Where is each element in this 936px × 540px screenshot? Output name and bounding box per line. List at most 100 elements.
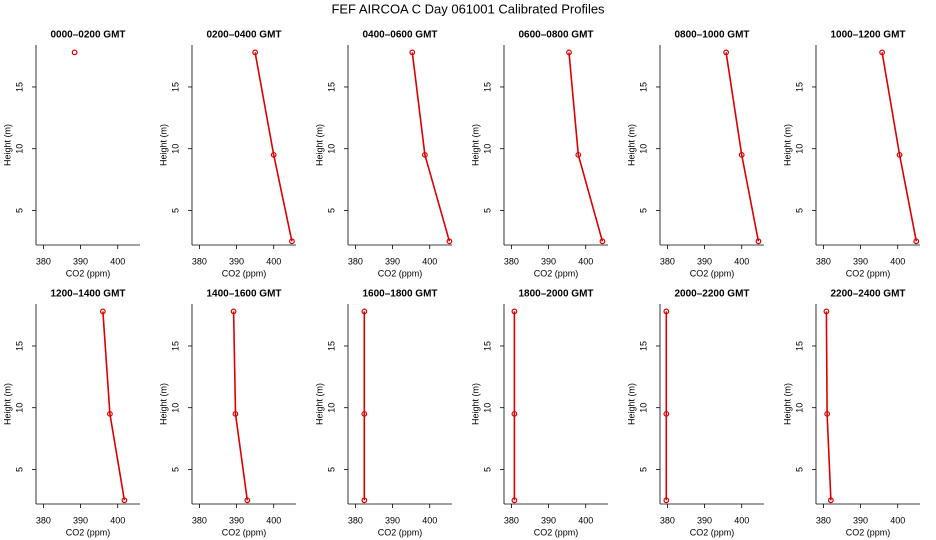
point — [599, 238, 606, 245]
y-tick-label: 15 — [170, 341, 180, 351]
point — [232, 410, 239, 417]
y-tick-label: 10 — [638, 144, 648, 154]
y-tick-label: 15 — [170, 82, 180, 92]
point — [361, 410, 368, 417]
point — [244, 497, 251, 504]
x-axis-label: CO2 (ppm) — [846, 527, 891, 537]
x-tick-label: 380 — [36, 515, 51, 525]
x-tick-label: 390 — [853, 256, 868, 266]
profile-line — [254, 52, 293, 242]
x-tick-label: 400 — [110, 515, 125, 525]
x-tick-label: 400 — [734, 256, 749, 266]
y-axis-label: Height (m) — [2, 124, 12, 166]
x-tick-label: 400 — [422, 515, 437, 525]
profile-line — [102, 311, 126, 501]
y-tick-label: 5 — [794, 208, 804, 213]
x-axis-label: CO2 (ppm) — [534, 527, 579, 537]
y-tick-label: 10 — [14, 144, 24, 154]
point — [723, 49, 730, 56]
x-axis-label: CO2 (ppm) — [222, 527, 267, 537]
y-tick-label: 10 — [794, 144, 804, 154]
point — [827, 497, 834, 504]
point — [879, 49, 886, 56]
y-tick-label: 15 — [794, 82, 804, 92]
y-tick-label: 5 — [170, 208, 180, 213]
x-axis-label: CO2 (ppm) — [66, 268, 111, 278]
y-tick-label: 10 — [14, 403, 24, 413]
y-tick-label: 5 — [170, 467, 180, 472]
y-tick-label: 10 — [326, 144, 336, 154]
y-tick-label: 15 — [638, 341, 648, 351]
y-tick-label: 10 — [482, 403, 492, 413]
profile-line — [881, 52, 918, 242]
panel-title: 1200–1400 GMT — [50, 289, 125, 300]
y-axis-label: Height (m) — [626, 383, 636, 425]
y-tick-label: 10 — [326, 403, 336, 413]
point — [99, 308, 106, 315]
y-tick-label: 15 — [326, 82, 336, 92]
y-tick-label: 5 — [638, 467, 648, 472]
point — [230, 308, 237, 315]
x-tick-label: 400 — [422, 256, 437, 266]
y-axis-label: Height (m) — [782, 383, 792, 425]
point — [824, 410, 831, 417]
profile-line — [232, 311, 249, 501]
point — [446, 238, 453, 245]
x-tick-label: 390 — [697, 515, 712, 525]
y-tick-label: 5 — [326, 208, 336, 213]
x-tick-label: 380 — [504, 256, 519, 266]
point — [823, 308, 830, 315]
point — [361, 497, 368, 504]
point — [896, 151, 903, 158]
x-tick-label: 390 — [385, 515, 400, 525]
y-tick-label: 15 — [14, 341, 24, 351]
y-tick-label: 15 — [14, 82, 24, 92]
profile-line — [725, 52, 760, 242]
y-axis-label: Height (m) — [626, 124, 636, 166]
y-tick-label: 10 — [638, 403, 648, 413]
x-axis-label: CO2 (ppm) — [378, 527, 423, 537]
panel-title: 0200–0400 GMT — [206, 30, 281, 41]
x-tick-label: 380 — [816, 515, 831, 525]
y-axis-label: Height (m) — [314, 383, 324, 425]
point — [107, 410, 113, 417]
x-tick-label: 380 — [36, 256, 51, 266]
y-tick-label: 5 — [326, 467, 336, 472]
x-tick-label: 380 — [192, 256, 207, 266]
profile-line — [411, 52, 451, 242]
y-tick-label: 15 — [326, 341, 336, 351]
point — [511, 497, 518, 504]
point — [409, 49, 416, 56]
point — [511, 308, 518, 315]
x-tick-label: 380 — [348, 515, 363, 525]
profile-line — [825, 311, 832, 501]
y-tick-label: 5 — [14, 208, 24, 213]
x-tick-label: 400 — [266, 256, 281, 266]
x-tick-label: 390 — [541, 256, 556, 266]
point — [755, 238, 762, 245]
y-axis-label: Height (m) — [470, 383, 480, 425]
point — [252, 49, 259, 56]
x-tick-label: 390 — [697, 256, 712, 266]
point — [738, 151, 745, 158]
point — [575, 151, 582, 158]
y-tick-label: 10 — [170, 144, 180, 154]
x-tick-label: 400 — [578, 256, 593, 266]
x-tick-label: 400 — [734, 515, 749, 525]
panel-title: 1400–1600 GMT — [206, 289, 281, 300]
x-tick-label: 380 — [504, 515, 519, 525]
y-axis-label: Height (m) — [470, 124, 480, 166]
panel-title: 1600–1800 GMT — [362, 289, 437, 300]
panel-title: 0800–1000 GMT — [674, 30, 749, 41]
x-axis-label: CO2 (ppm) — [222, 268, 267, 278]
x-tick-label: 380 — [348, 256, 363, 266]
y-tick-label: 5 — [794, 467, 804, 472]
point — [511, 410, 518, 417]
x-axis-label: CO2 (ppm) — [378, 268, 423, 278]
point — [663, 410, 670, 417]
y-tick-label: 5 — [14, 467, 24, 472]
point — [566, 49, 572, 56]
profile-line — [568, 52, 604, 242]
y-axis-label: Height (m) — [314, 124, 324, 166]
x-tick-label: 390 — [541, 515, 556, 525]
